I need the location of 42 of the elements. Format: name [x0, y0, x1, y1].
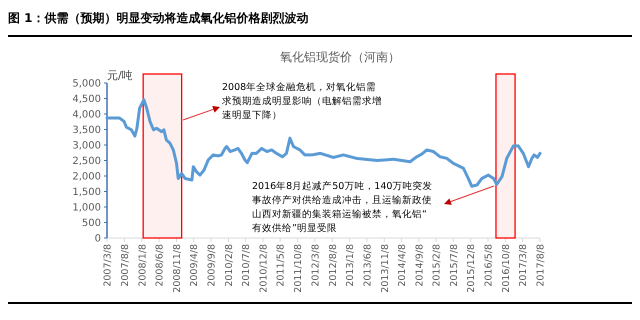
y-tick-label: 0 [94, 234, 101, 244]
x-tick-label: 2016/5/8 [484, 244, 495, 287]
annotation: 2008年全球金融危机，对氧化铝需求预期造成明显影响（电解铝需求增速明显下降） [222, 81, 382, 121]
x-tick-label: 2014/4/8 [396, 244, 408, 287]
x-tick-label: 2015/7/8 [448, 244, 460, 287]
x-tick-label: 2007/3/8 [102, 244, 114, 287]
y-tick-label: 1,000 [72, 202, 101, 214]
x-tick-label: 2012/3/8 [310, 244, 322, 287]
x-tick-label: 2017/8/8 [536, 244, 546, 287]
x-tick-label: 2013/11/8 [380, 244, 391, 293]
x-tick-label: 2014/9/8 [414, 244, 426, 287]
y-tick-label: 3,000 [72, 140, 101, 152]
y-tick-label: 1,500 [72, 187, 101, 198]
x-tick-label: 2017/3/8 [518, 244, 530, 287]
x-tick-label: 2012/8/8 [328, 244, 339, 287]
x-tick-label: 2009/9/8 [206, 244, 218, 287]
annotation: 2016年8月起减产50万吨，140万吨突发事故停产对供给造成冲击，且运输新政使山西对新疆的集装箱运输被禁，氧化铝“有效供给”明显受限 [252, 180, 432, 234]
y-tick-label: 4,000 [72, 110, 101, 120]
x-tick-label: 2013/6/8 [362, 244, 374, 287]
y-tick-label: 2,000 [72, 172, 101, 182]
y-axis-title: 元/吨 [107, 69, 133, 82]
x-tick-label: 2015/2/8 [432, 244, 443, 287]
y-tick-label: 3,500 [72, 125, 101, 136]
x-tick-label: 2011/5/8 [276, 244, 287, 287]
x-tick-label: 2015/12/8 [466, 244, 478, 293]
x-tick-label: 2008/11/8 [172, 244, 184, 293]
x-tick-label: 2016/10/8 [500, 244, 512, 293]
x-tick-label: 2009/4/8 [189, 244, 200, 287]
y-tick-label: 5,000 [72, 78, 101, 90]
x-tick-label: 2008/6/8 [154, 244, 166, 287]
y-tick-label: 2,500 [72, 156, 101, 167]
x-tick-label: 2011/10/8 [293, 244, 304, 293]
x-tick-label: 2008/1/8 [137, 244, 148, 287]
x-tick-label: 2010/7/8 [241, 244, 252, 287]
chart-subtitle: 氧化铝现货价（河南） [280, 50, 400, 64]
x-tick-label: 2010/2/8 [224, 244, 236, 287]
y-tick-label: 4,500 [72, 94, 101, 105]
chart-title: 图 1：供需（预期）明显变动将造成氧化铝价格剧烈波动 [8, 11, 309, 25]
y-tick-label: 500 [82, 218, 101, 229]
x-tick-label: 2013/1/8 [345, 244, 356, 287]
x-tick-label: 2010/12/8 [258, 244, 270, 293]
x-tick-label: 2007/8/8 [120, 244, 131, 287]
